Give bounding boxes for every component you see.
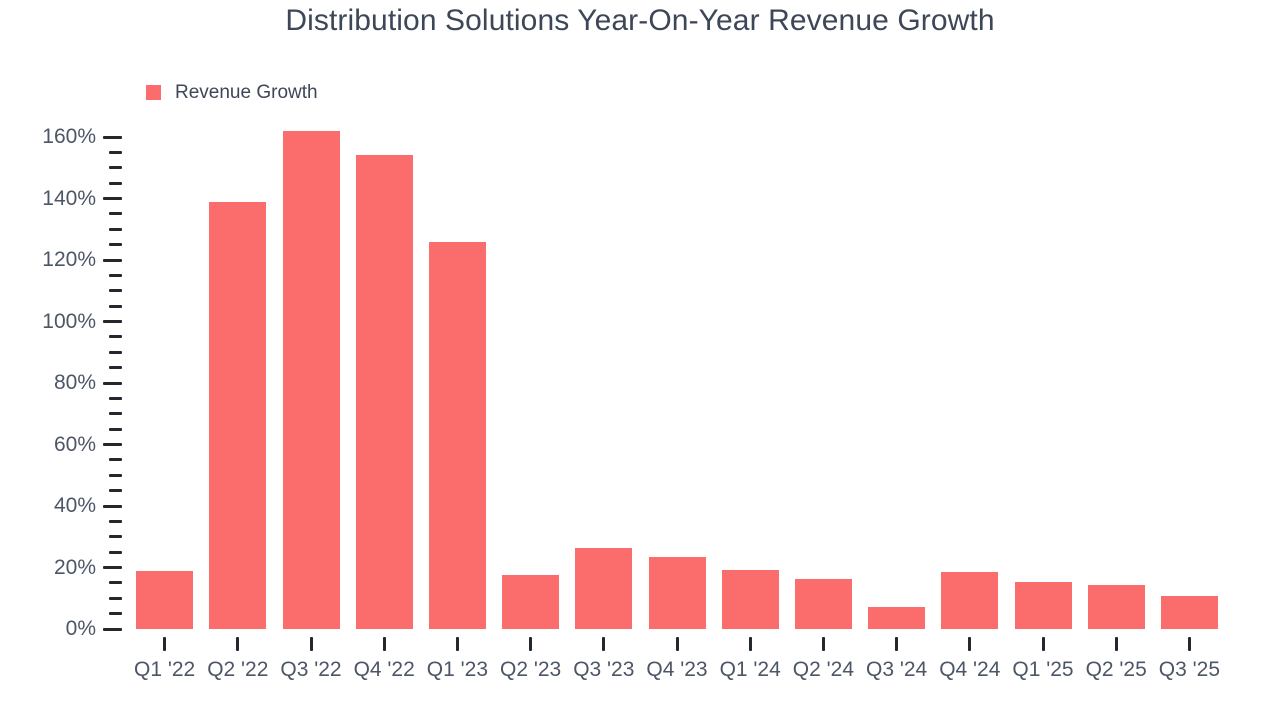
y-axis-tick-label: 60%	[53, 432, 96, 456]
tick-mark-icon	[163, 637, 167, 651]
tick-mark-icon	[602, 637, 606, 651]
tick-mark-icon	[103, 443, 122, 446]
bar[interactable]	[209, 201, 267, 629]
y-axis-tick-label: 120%	[42, 248, 96, 271]
tick-mark-icon	[109, 596, 122, 600]
bar[interactable]	[355, 155, 413, 629]
legend-item-revenue-growth[interactable]: Revenue Growth	[146, 83, 318, 102]
bar[interactable]	[428, 241, 486, 629]
y-axis-tick-label: 100%	[42, 309, 96, 333]
tick-mark-icon	[109, 366, 122, 370]
bar[interactable]	[575, 548, 633, 629]
tick-mark-icon	[1114, 637, 1118, 651]
tick-mark-icon	[109, 212, 122, 216]
x-axis: Q1 '22 Q2 '22 Q3 '22 Q4 '22 Q1 '23 Q2 '23 Q3 '…	[128, 629, 1226, 719]
bar[interactable]	[1087, 585, 1145, 629]
tick-mark-icon	[455, 637, 459, 651]
tick-mark-icon	[109, 550, 122, 554]
y-axis-tick-label: 80%	[53, 371, 96, 394]
x-axis-tick-label: Q2 '25	[1085, 658, 1147, 681]
bar[interactable]	[1160, 596, 1218, 629]
bar[interactable]	[648, 557, 706, 629]
bar[interactable]	[868, 607, 926, 629]
bar-series-revenue-growth	[128, 130, 1226, 629]
x-axis-tick-label: Q3 '25	[1158, 658, 1220, 681]
tick-mark-icon	[1041, 637, 1045, 651]
bar[interactable]	[502, 575, 560, 629]
tick-mark-icon	[109, 243, 122, 247]
tick-mark-icon	[109, 273, 122, 277]
x-axis-tick-label: Q3 '23	[573, 658, 635, 681]
bar[interactable]	[136, 570, 194, 629]
y-axis-tick-label: 0%	[65, 617, 96, 640]
tick-mark-icon	[103, 504, 122, 508]
x-axis-tick-label: Q3 '24	[865, 658, 928, 681]
x-axis-tick-label: Q1 '25	[1012, 658, 1074, 681]
y-axis-tick-label: 140%	[42, 186, 96, 210]
tick-mark-icon	[109, 581, 122, 585]
tick-mark-icon	[309, 637, 313, 651]
bar[interactable]	[794, 578, 852, 629]
plot-area	[128, 130, 1226, 629]
bar[interactable]	[1014, 581, 1072, 629]
x-axis-tick-label: Q1 '22	[133, 658, 196, 681]
tick-mark-icon	[109, 289, 122, 293]
tick-mark-icon	[675, 637, 679, 651]
tick-mark-icon	[1187, 637, 1191, 651]
tick-mark-icon	[382, 637, 386, 651]
tick-mark-icon	[109, 396, 122, 400]
tick-mark-icon	[103, 258, 122, 262]
bar[interactable]	[941, 572, 999, 629]
tick-mark-icon	[103, 566, 122, 569]
tick-mark-icon	[103, 197, 122, 200]
tick-mark-icon	[109, 350, 122, 354]
tick-mark-icon	[109, 458, 122, 462]
y-axis-tick-label: 40%	[53, 494, 96, 517]
tick-mark-icon	[109, 519, 122, 523]
tick-mark-icon	[109, 612, 122, 616]
bar[interactable]	[721, 569, 779, 629]
tick-mark-icon	[103, 135, 122, 139]
y-axis-tick-label: 20%	[53, 555, 96, 579]
tick-mark-icon	[103, 627, 122, 631]
y-axis: 0% 20% 40% 60% 80% 100% 120% 140% 160%	[0, 0, 128, 720]
tick-mark-icon	[109, 181, 122, 185]
chart-title: Distribution Solutions Year-On-Year Reve…	[285, 4, 995, 37]
y-axis-tick-label: 160%	[42, 125, 96, 148]
tick-mark-icon	[109, 227, 122, 231]
x-axis-tick-label: Q4 '22	[353, 658, 415, 681]
tick-mark-icon	[109, 535, 122, 539]
tick-mark-icon	[109, 412, 122, 416]
x-axis-tick-label: Q4 '24	[939, 658, 1001, 681]
tick-mark-icon	[895, 637, 899, 651]
tick-mark-icon	[103, 320, 122, 323]
tick-mark-icon	[748, 637, 752, 651]
tick-mark-icon	[109, 166, 122, 170]
x-axis-tick-label: Q4 '23	[646, 658, 708, 681]
x-axis-tick-label: Q2 '23	[499, 658, 562, 681]
tick-mark-icon	[103, 381, 122, 385]
x-axis-tick-label: Q3 '22	[280, 658, 342, 681]
tick-mark-icon	[109, 489, 122, 493]
chart-legend: Revenue Growth	[146, 78, 318, 106]
legend-item-label: Revenue Growth	[175, 81, 318, 103]
x-axis-tick-label: Q1 '24	[719, 658, 781, 681]
x-axis-tick-label: Q2 '24	[792, 658, 854, 681]
x-axis-tick-label: Q1 '23	[426, 658, 488, 681]
bar[interactable]	[282, 130, 340, 629]
tick-mark-icon	[821, 637, 825, 651]
tick-mark-icon	[529, 637, 533, 651]
legend-swatch-icon	[146, 84, 161, 100]
tick-mark-icon	[968, 637, 972, 651]
tick-mark-icon	[109, 335, 122, 339]
tick-mark-icon	[109, 427, 122, 431]
tick-mark-icon	[109, 150, 122, 154]
tick-mark-icon	[236, 637, 240, 651]
tick-mark-icon	[109, 473, 122, 477]
x-axis-tick-label: Q2 '22	[207, 658, 269, 681]
tick-mark-icon	[109, 304, 122, 308]
